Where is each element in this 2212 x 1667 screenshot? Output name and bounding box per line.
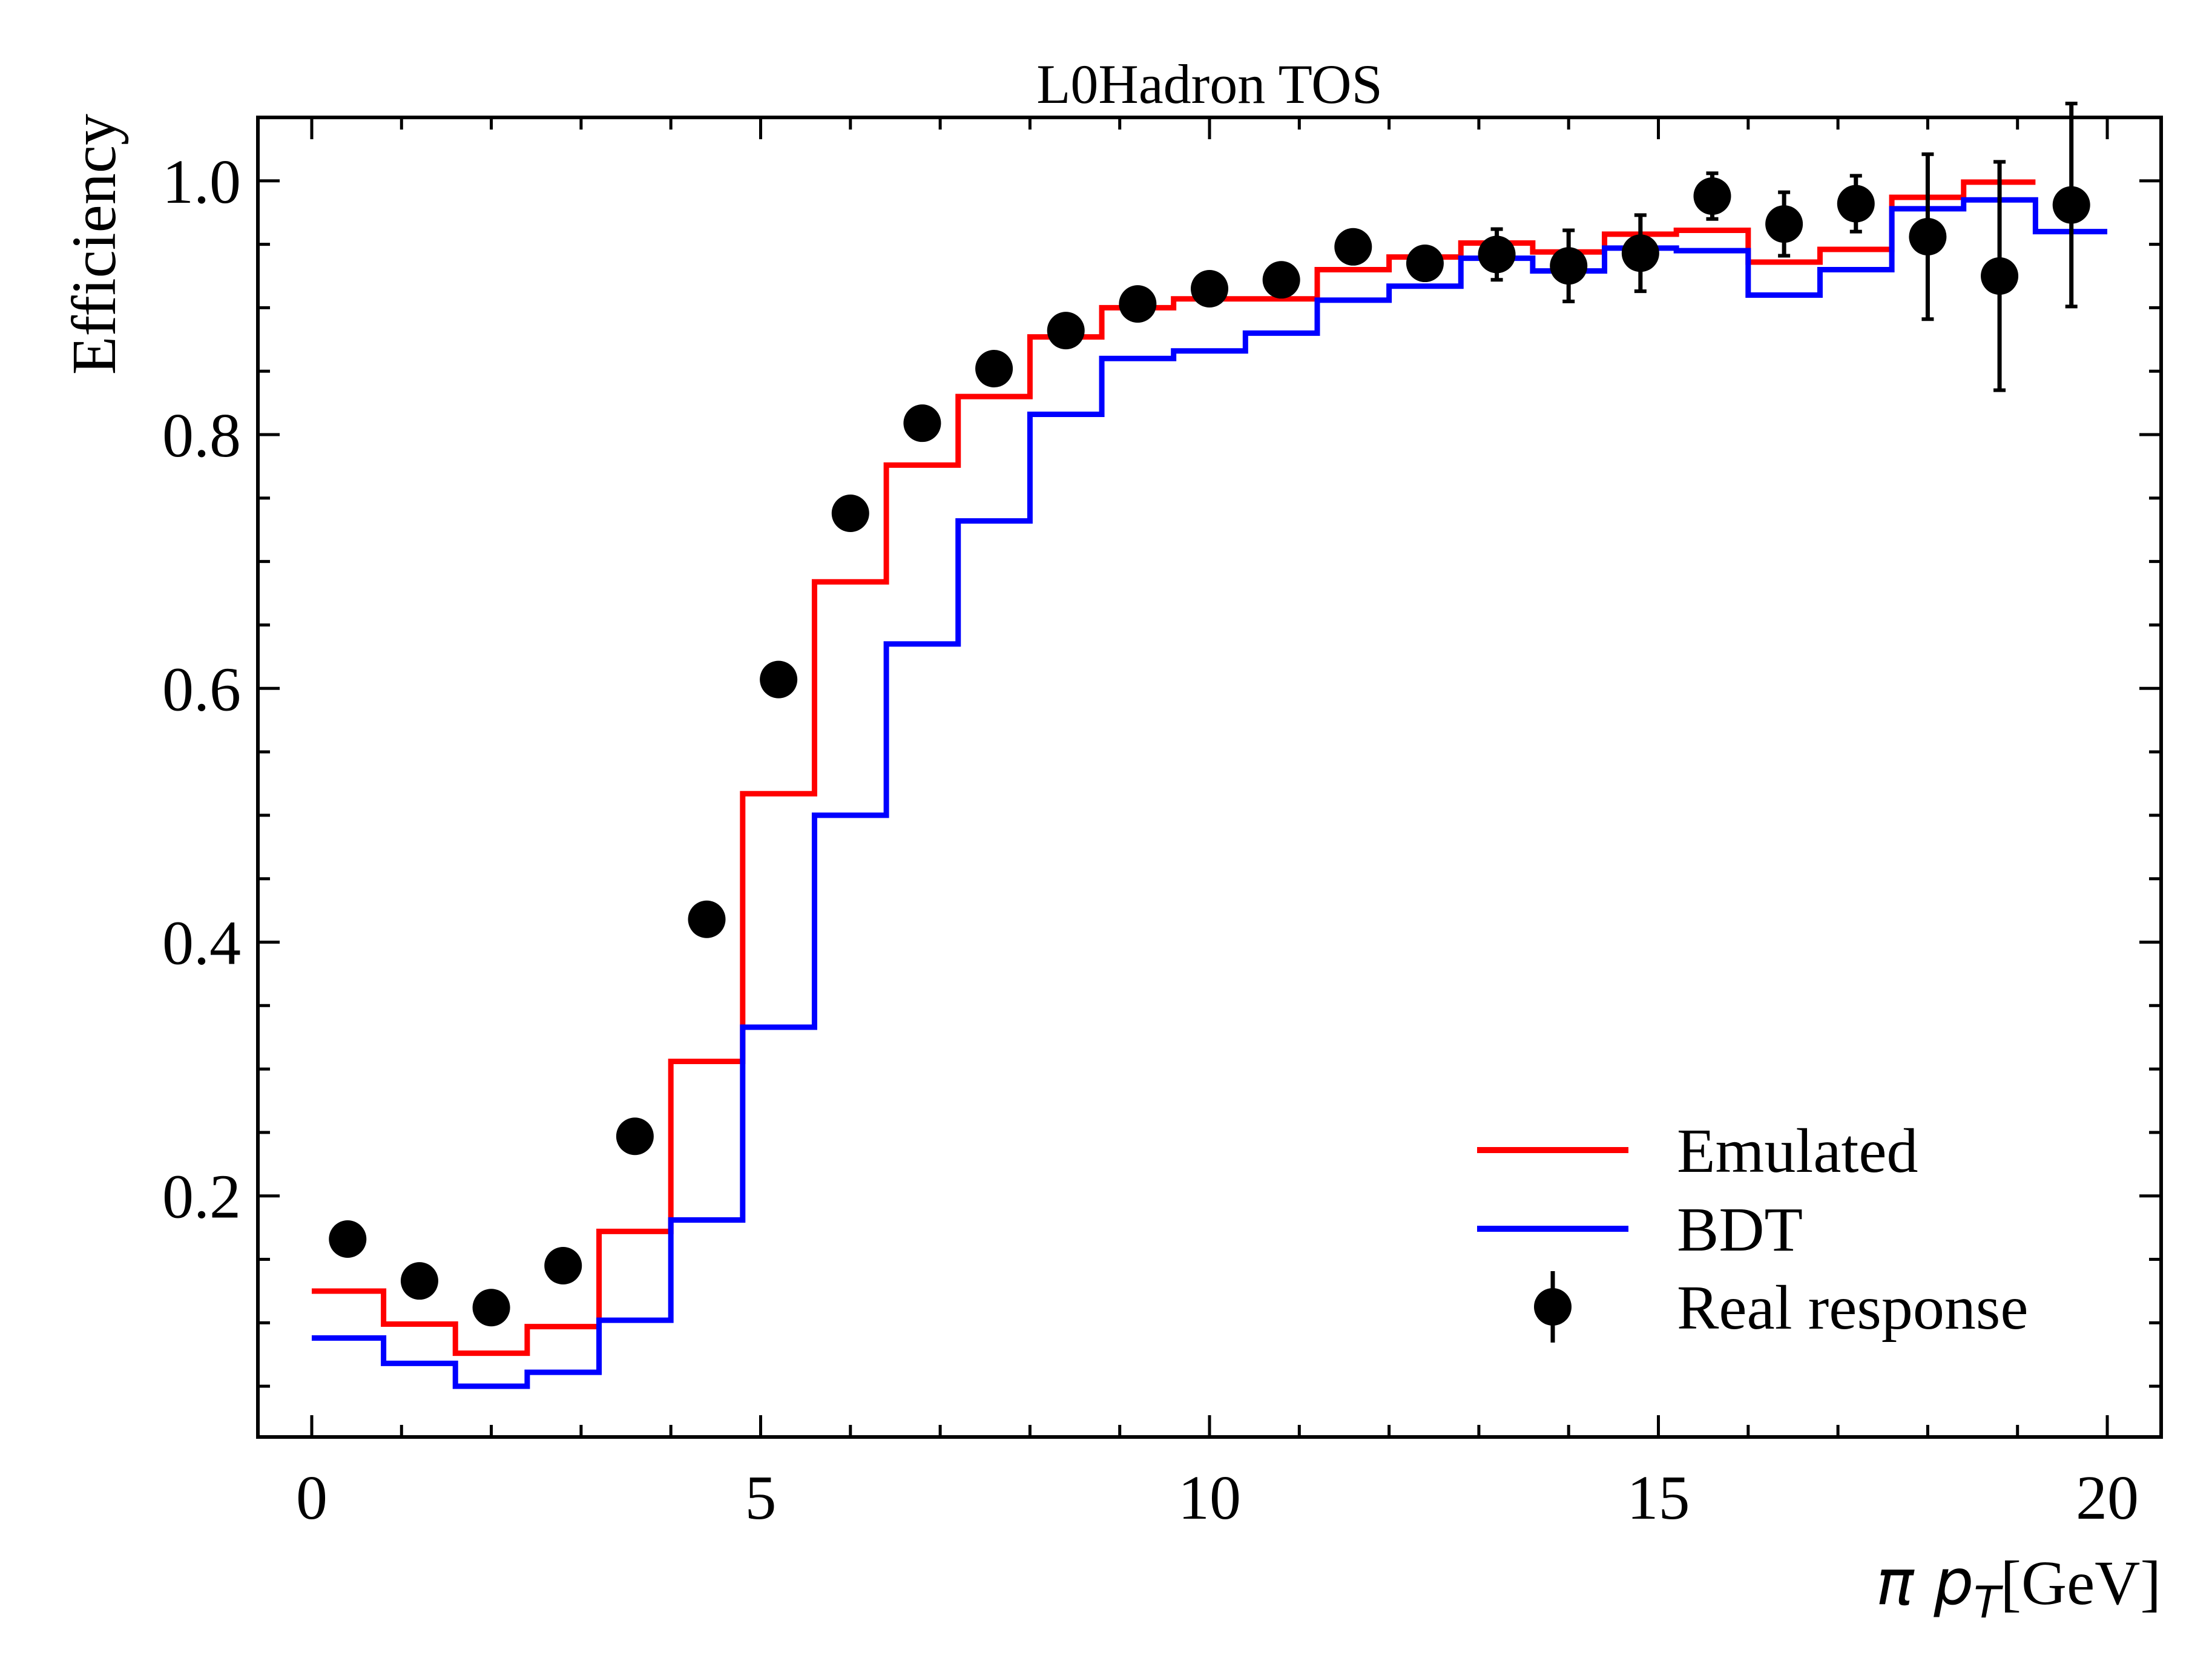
data-point: [760, 660, 798, 699]
data-point: [1550, 247, 1588, 285]
y-tick-label: 0.2: [162, 1162, 241, 1232]
data-point: [1119, 285, 1157, 323]
series-line-emulated: [311, 179, 2036, 1356]
x-axis-label: π pT[GeV]: [1876, 1545, 2161, 1628]
x-tick-label: 0: [296, 1463, 328, 1533]
x-tick-label: 5: [745, 1463, 776, 1533]
data-point: [400, 1262, 438, 1300]
data-point: [2052, 186, 2090, 224]
x-tick-label: 15: [1627, 1463, 1690, 1533]
data-point: [688, 900, 726, 938]
tick-labels: 0 5 10 15 20 0.2 0.4 0.6 0.8 1.0: [162, 147, 2139, 1533]
y-tick-label: 0.4: [162, 909, 241, 978]
data-point: [1765, 205, 1803, 243]
data-point: [1909, 218, 1947, 256]
data-point: [1478, 235, 1516, 274]
data-point: [975, 350, 1013, 388]
y-tick-label: 1.0: [162, 147, 241, 217]
data-point: [1693, 177, 1731, 215]
series-layer: [311, 101, 2108, 1389]
series-line-bdt: [311, 197, 2108, 1389]
legend: Emulated BDT Real response: [1477, 1116, 2028, 1343]
data-point: [472, 1289, 510, 1327]
data-point: [544, 1247, 582, 1285]
x-axis-label-unit: [GeV]: [2000, 1548, 2161, 1618]
legend-label-bdt: BDT: [1677, 1195, 1803, 1264]
y-axis-label: Efficiency: [59, 114, 129, 375]
data-point: [903, 404, 941, 442]
y-tick-label: 0.6: [162, 654, 241, 724]
axes-frame: [256, 116, 2163, 1439]
x-axis-label-subscript: T: [1973, 1577, 2003, 1628]
axis-ticks: [258, 117, 2161, 1437]
legend-label-emulated: Emulated: [1677, 1116, 1918, 1186]
x-tick-label: 10: [1178, 1463, 1241, 1533]
data-point: [1191, 269, 1228, 307]
data-point: [1047, 312, 1085, 350]
chart-title: L0Hadron TOS: [1036, 53, 1383, 115]
x-tick-label: 20: [2076, 1463, 2139, 1533]
legend-label-real-response: Real response: [1677, 1273, 2028, 1343]
data-point: [831, 495, 869, 532]
data-point: [1621, 234, 1659, 272]
data-point: [616, 1117, 654, 1156]
x-axis-label-variable: π p: [1876, 1545, 1974, 1619]
data-point: [1406, 245, 1444, 283]
data-point: [1334, 228, 1372, 266]
data-point: [1981, 257, 2019, 295]
data-point: [1262, 261, 1300, 299]
data-point: [329, 1220, 367, 1258]
data-point: [1837, 185, 1875, 223]
legend-swatch-real-response-marker: [1534, 1288, 1572, 1326]
y-tick-label: 0.8: [162, 401, 241, 470]
